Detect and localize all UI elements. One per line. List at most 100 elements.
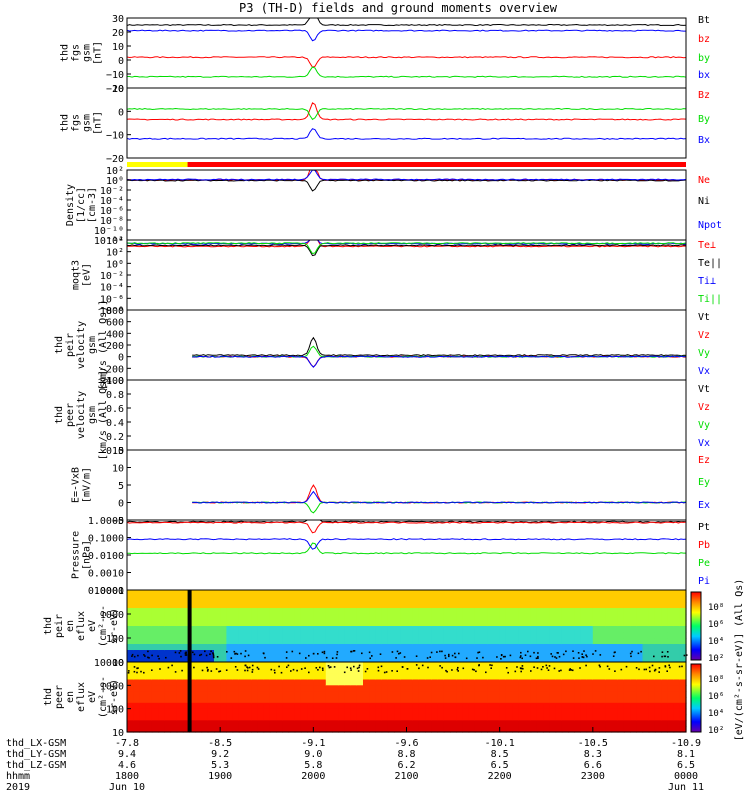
y-axis-label-line: en <box>65 691 76 703</box>
panel-1: 30 20 10 0 −10 −20 thd fgs gsm [nT] Bt bz by bx <box>60 14 711 95</box>
y-tick-label: −10 <box>106 131 124 142</box>
y-axis-label-line: thd <box>60 44 71 62</box>
legend-entry-Vt: Vt <box>698 312 710 323</box>
y-axis-label-line: en <box>65 620 76 632</box>
y-axis-label-line: thd <box>60 114 71 132</box>
y-axis-label-line: eflux <box>76 611 87 641</box>
legend-entry-Te||: Te|| <box>698 258 722 269</box>
time-axis-value: 1800 <box>115 771 139 782</box>
y-tick-label: 1.0000 <box>88 516 124 527</box>
time-axis-row-label: thd_LX-GSM <box>6 738 66 749</box>
legend-entry-Bt: Bt <box>698 15 710 26</box>
y-tick-label: 10 <box>112 84 124 95</box>
legend-entry-Bz: Bz <box>698 90 710 101</box>
panel-8: 1.0000 0.1000 0.0100 0.0010 0.0001 Pressure [n… <box>71 516 711 597</box>
time-axis-row-label: thd_LZ-GSM <box>6 760 66 771</box>
time-axis-value: 9.0 <box>304 749 322 760</box>
low-energy-speckle <box>131 650 688 660</box>
y-tick-label: 10000 <box>94 658 124 669</box>
time-axis-value: 2100 <box>394 771 418 782</box>
y-tick-label: 0 <box>118 107 124 118</box>
y-axis-label: moqt3 [eV] <box>71 260 93 290</box>
y-axis-label-line: fgs <box>71 114 82 132</box>
chart-title: P3 (TH-D) fields and ground moments over… <box>239 1 558 15</box>
y-tick-label: 600 <box>106 318 124 329</box>
y-tick-label: 10⁻⁸ <box>100 216 124 227</box>
y-tick-label: 15 <box>112 446 124 457</box>
series-line-by <box>127 66 687 78</box>
time-axis-value: 2000 <box>301 771 325 782</box>
y-axis-label-line: (cm²-s- <box>98 605 109 647</box>
y-axis-label-line: Density <box>65 184 76 226</box>
y-tick-label: 10² <box>106 248 124 259</box>
y-tick-label: 0.2 <box>106 432 124 443</box>
series-line-Npot <box>126 169 687 181</box>
panel-frame <box>126 239 687 311</box>
legend-entry-Bx: Bx <box>698 135 710 146</box>
time-axis-value: 8.3 <box>584 749 602 760</box>
time-axis-value: -10.9 <box>671 738 701 749</box>
series-line-Ey <box>192 501 687 514</box>
series-line-bz <box>126 56 687 68</box>
series-line-Ni <box>126 179 687 192</box>
y-tick-label: 1.0 <box>106 376 124 387</box>
panel-frame <box>126 449 687 521</box>
colorbar-tick: 10⁸ <box>708 675 724 685</box>
y-axis-label-line: thd <box>43 688 54 706</box>
panel-frame <box>126 519 687 591</box>
time-axis-value: 1900 <box>208 771 232 782</box>
y-axis-label-line: eV <box>87 691 98 703</box>
y-axis-label-line: [nT] <box>93 41 104 65</box>
panel-9: 10000 1000 100 10 thd peir en eflux eV (cm²-s-sr-… <box>43 586 688 669</box>
y-tick-label: −20 <box>106 84 124 95</box>
y-axis-label: thd fgs gsm [nT] <box>60 111 104 135</box>
y-tick-label: 10⁻² <box>100 186 124 197</box>
time-axis-value: -10.1 <box>485 738 515 749</box>
data-gap <box>187 662 192 732</box>
series-line-Vz <box>192 355 686 368</box>
y-axis-label-line: [km/s (All Qs)] <box>98 370 109 460</box>
y-axis-label-line: peir <box>65 333 76 357</box>
y-axis-label-line: gsm <box>82 114 93 132</box>
y-tick-label: 100 <box>106 634 124 645</box>
y-tick-label: 1000 <box>100 610 124 621</box>
panel-frame <box>126 309 687 381</box>
panel-2: 10 0 −10 −20 thd fgs gsm [nT] Bz By Bx <box>60 84 711 165</box>
legend-entry-bx: bx <box>698 70 710 81</box>
legend-entry-Pe: Pe <box>698 558 710 569</box>
y-axis-label-line: Pressure <box>71 531 82 579</box>
y-axis-label-line: [mV/m] <box>82 467 93 503</box>
series-line-Bx <box>126 128 687 140</box>
y-tick-label: 10⁰ <box>106 176 124 187</box>
y-axis-label-line: [cm-3] <box>87 187 98 223</box>
colorbar-tick: 10⁶ <box>708 692 724 702</box>
y-tick-label: −5 <box>112 516 124 527</box>
time-axis-value: 4.6 <box>118 760 136 771</box>
colorbar-lower <box>690 663 702 733</box>
y-tick-label: 0.0001 <box>88 586 124 597</box>
data-gap <box>187 590 192 662</box>
y-tick-label: −400 <box>100 376 124 387</box>
legend-entry-By: By <box>698 114 710 125</box>
y-tick-label: 0.0 <box>106 446 124 457</box>
y-axis-label-line: E=-VxB <box>71 467 82 503</box>
legend-entry-Ti⊥: Ti⊥ <box>698 276 716 287</box>
series-line-Pe <box>126 542 686 555</box>
y-axis-label: thd peir velocity gsm [km/s (All Qs)] <box>54 300 109 390</box>
y-tick-label: −10 <box>106 70 124 81</box>
y-tick-label: 20 <box>112 28 124 39</box>
series-line-Bz <box>126 102 687 121</box>
time-axis-value: 0000 <box>674 771 698 782</box>
y-tick-label: 10 <box>112 42 124 53</box>
y-axis-label-line: gsm <box>87 406 98 424</box>
time-axis-value: -10.5 <box>578 738 608 749</box>
y-axis-label: thd peir en eflux eV (cm²-s-sr-eV) <box>43 605 120 647</box>
y-axis-label-line: eV <box>87 620 98 632</box>
y-axis-label-line: [nPa] <box>82 540 93 570</box>
y-tick-label: 0 <box>118 353 124 364</box>
legend-entry-by: by <box>698 53 710 64</box>
time-axis-row-label: 2019 <box>6 782 30 793</box>
